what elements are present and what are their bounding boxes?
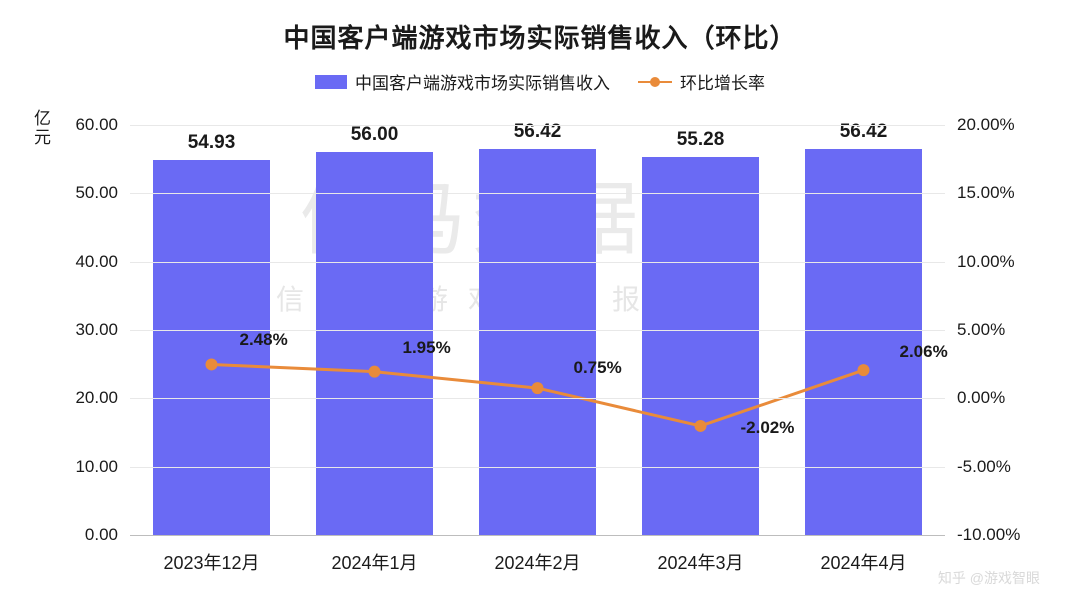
legend-label-line: 环比增长率 [680, 69, 765, 94]
line-marker [695, 420, 707, 432]
legend-item-bar: 中国客户端游戏市场实际销售收入 [315, 69, 610, 94]
line-value-label: 2.06% [900, 342, 948, 362]
y-tick-left: 20.00 [75, 388, 118, 408]
legend-swatch-bar [315, 75, 347, 89]
grid-line [130, 398, 945, 399]
y-tick-left: 40.00 [75, 252, 118, 272]
chart-area: 亿元 微信号：游戏产业报告伽马数据 54.9356.0056.4255.2856… [30, 105, 1050, 590]
y-tick-left: 10.00 [75, 457, 118, 477]
y-tick-left: 50.00 [75, 183, 118, 203]
y-tick-right: 0.00% [957, 388, 1005, 408]
source-badge: 知乎 @游戏智眼 [938, 568, 1040, 588]
y-tick-right: -10.00% [957, 525, 1020, 545]
line-marker [532, 382, 544, 394]
x-tick: 2024年3月 [619, 535, 782, 590]
line-marker [206, 358, 218, 370]
line-value-label: 2.48% [240, 330, 288, 350]
line-path [212, 364, 864, 426]
x-tick: 2024年2月 [456, 535, 619, 590]
grid-line [130, 467, 945, 468]
line-value-label: 0.75% [574, 358, 622, 378]
x-axis: 2023年12月2024年1月2024年2月2024年3月2024年4月 [130, 535, 945, 590]
y-tick-right: 20.00% [957, 115, 1015, 135]
x-tick: 2024年4月 [782, 535, 945, 590]
x-tick: 2023年12月 [130, 535, 293, 590]
plot-area: 微信号：游戏产业报告伽马数据 54.9356.0056.4255.2856.42… [130, 125, 945, 535]
line-value-label: 1.95% [403, 338, 451, 358]
y-tick-right: -5.00% [957, 457, 1011, 477]
chart-title: 中国客户端游戏市场实际销售收入（环比） [0, 0, 1080, 55]
y-tick-left: 60.00 [75, 115, 118, 135]
line-marker [369, 366, 381, 378]
legend-label-bar: 中国客户端游戏市场实际销售收入 [355, 69, 610, 94]
y-axis-left-label: 亿元 [28, 109, 53, 147]
y-tick-left: 0.00 [85, 525, 118, 545]
y-tick-right: 5.00% [957, 320, 1005, 340]
y-tick-right: 10.00% [957, 252, 1015, 272]
legend-item-line: 环比增长率 [638, 69, 765, 94]
legend: 中国客户端游戏市场实际销售收入 环比增长率 [0, 69, 1080, 94]
y-tick-right: 15.00% [957, 183, 1015, 203]
grid-line [130, 193, 945, 194]
x-tick: 2024年1月 [293, 535, 456, 590]
legend-swatch-line [638, 81, 672, 83]
grid-line [130, 125, 945, 126]
line-marker [858, 364, 870, 376]
line-value-label: -2.02% [741, 418, 795, 438]
grid-line [130, 262, 945, 263]
y-tick-left: 30.00 [75, 320, 118, 340]
